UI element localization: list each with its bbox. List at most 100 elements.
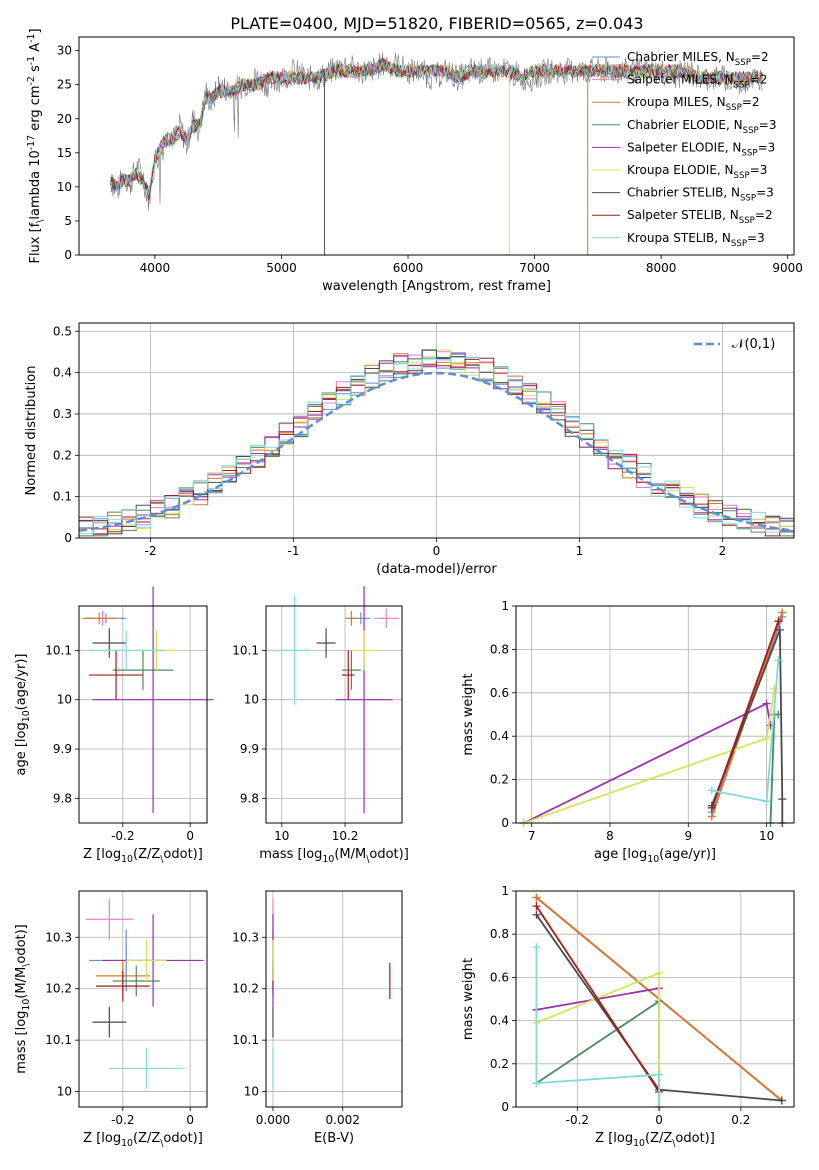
y-tick-label: 0 [501, 1100, 509, 1114]
weight-point [532, 1079, 541, 1088]
x-tick-label: -2 [145, 544, 157, 558]
y-tick-label: 0.8 [490, 642, 509, 656]
x-tick-label: 0 [186, 829, 194, 843]
plot-area-z_mass [85, 898, 204, 1089]
y-tick-label: 0.4 [490, 1014, 509, 1028]
legend-entry: Salpeter STELIB, NSSP=2 [627, 208, 773, 226]
x-tick-label: -0.2 [111, 1113, 134, 1127]
legend-entry: Kroupa STELIB, NSSP=3 [627, 231, 765, 249]
y-tick-label: 10.1 [232, 643, 259, 657]
weight-line [523, 688, 776, 824]
legend-entry: Salpeter ELODIE, NSSP=3 [627, 140, 775, 158]
legend-entry: Chabrier ELODIE, NSSP=3 [627, 118, 776, 136]
legend-entry: Chabrier STELIB, NSSP=3 [627, 186, 774, 204]
y-axis-label: Flux [f\lambda 10-17 erg cm-2 s-1 A-1] [26, 28, 46, 263]
x-tick-label: 6000 [393, 261, 424, 275]
legend-entry: Kroupa ELODIE, NSSP=3 [627, 163, 767, 181]
legend-entry: Kroupa MILES, NSSP=2 [627, 95, 760, 113]
x-tick-label: 0 [655, 1113, 663, 1127]
axes-z_mass: -0.2 0 10 10.1 10.2 10.3 Z [log10(Z/Z\odot)] ma… [14, 890, 208, 1149]
x-axis-label: Z [log10(Z/Z\odot)] [83, 1131, 203, 1149]
y-tick-label: 10 [57, 180, 72, 194]
y-tick-label: 30 [57, 44, 72, 58]
weight-point [762, 734, 771, 743]
spectrum-model-line [110, 59, 763, 194]
x-tick-label: 1 [576, 544, 584, 558]
x-tick-label: 0 [186, 1113, 194, 1127]
plot-area-z_age [82, 586, 214, 814]
axes-residuals: -2 -1 0 1 2 0 0.1 0.2 0.3 0.4 0.5 (data-model)/erro… [24, 322, 795, 577]
axes-frame [78, 890, 208, 1108]
weight-point [655, 1070, 664, 1079]
weight-line [710, 620, 780, 809]
normal-curve [78, 371, 795, 533]
spectrum-legend: Chabrier MILES, NSSP=2 Salpeter MILES, NS… [592, 50, 776, 249]
weight-point [707, 812, 716, 821]
weight-point [532, 893, 541, 902]
x-tick-label: 0 [433, 544, 441, 558]
x-tick-label: 10 [274, 829, 289, 843]
x-tick-label: -0.2 [111, 829, 134, 843]
y-tick-label: 0 [64, 531, 72, 545]
y-axis-label: age [log10(age/yr)] [14, 654, 32, 776]
axes-frame [515, 605, 795, 824]
plot-layer: 4000 5000 6000 7000 8000 9000051015202530wave… [14, 28, 803, 1149]
weight-point [775, 625, 784, 634]
y-tick-label: 10.1 [45, 643, 72, 657]
y-axis-label: mass weight [461, 673, 476, 755]
axes-frame [265, 605, 403, 824]
chart-title: PLATE=0400, MJD=51820, FIBERID=0565, z=0… [230, 14, 643, 33]
plot-area-age_weight [519, 608, 787, 827]
x-tick-label: 7000 [519, 261, 550, 275]
y-axis-label: mass weight [461, 958, 476, 1040]
x-tick-label: 7 [528, 829, 536, 843]
x-axis-label: E(B-V) [314, 1131, 354, 1146]
y-tick-label: 0 [501, 816, 509, 830]
weight-point [532, 943, 541, 952]
y-tick-label: 10.2 [45, 982, 72, 996]
axes-frame [78, 605, 208, 824]
spectrum-model-line [110, 58, 763, 201]
x-tick-label: 0.2 [731, 1113, 750, 1127]
weight-line [710, 629, 784, 823]
y-tick-label: 10.1 [232, 1033, 259, 1047]
x-tick-label: 8 [606, 829, 614, 843]
x-tick-label: -1 [288, 544, 300, 558]
plot-area-spectrum [110, 52, 763, 255]
plot-area-residuals [78, 349, 795, 537]
y-tick-label: 9.9 [240, 742, 259, 756]
y-tick-label: 10.3 [45, 930, 72, 944]
x-tick-label: 5000 [266, 261, 297, 275]
y-tick-label: 20 [57, 112, 72, 126]
y-tick-label: 0 [64, 248, 72, 262]
axes-z_age: -0.2 0 9.8 9.9 10 10.1 Z [log10(Z/Z\odot)] age … [14, 586, 214, 865]
axes-mass_age: 10 10.2 9.8 9.9 10 10.1 mass [log10(M/M\odot)] [232, 586, 409, 865]
legend-entry: Chabrier MILES, NSSP=2 [627, 50, 769, 68]
y-tick-label: 0.6 [490, 686, 509, 700]
x-tick-label: 9 [684, 829, 692, 843]
y-tick-label: 0.5 [53, 324, 72, 338]
y-tick-label: 0.2 [490, 773, 509, 787]
axes-frame [78, 322, 795, 539]
weight-point [778, 795, 787, 804]
x-tick-label: 10.2 [332, 829, 359, 843]
plot-area-z_weight [532, 893, 786, 1111]
y-axis-label: Normed distribution [24, 366, 39, 496]
axes-spectrum: 4000 5000 6000 7000 8000 9000 0 5 10 15 20 25 30 wave… [26, 28, 803, 294]
plot-area-mass_age [278, 586, 399, 814]
weight-point [778, 608, 787, 617]
axes-frame [78, 36, 795, 256]
x-axis-label: Z [log10(Z/Z\odot)] [83, 847, 203, 865]
y-tick-label: 10.3 [232, 930, 259, 944]
x-tick-label: -0.2 [566, 1113, 589, 1127]
x-tick-label: 10 [759, 829, 774, 843]
y-tick-label: 25 [57, 78, 72, 92]
x-tick-label: 9000 [772, 261, 803, 275]
y-tick-label: 0.2 [490, 1057, 509, 1071]
y-tick-label: 10 [244, 693, 259, 707]
weight-point [655, 969, 664, 978]
weight-line [523, 702, 772, 824]
axes-z_weight: -0.2 0 0.2 0 0.2 0.4 0.6 0.8 1 Z [log10(Z/Z\odot)… [461, 884, 795, 1149]
y-tick-label: 10 [244, 1085, 259, 1099]
